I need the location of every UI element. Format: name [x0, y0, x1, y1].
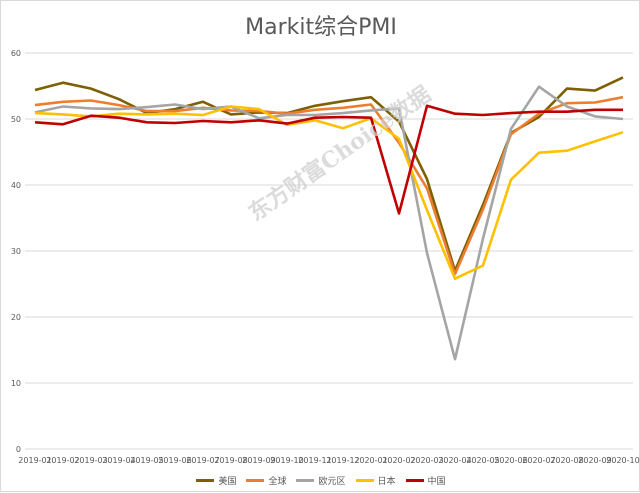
y-tick-label: 40 [11, 181, 21, 190]
y-tick-label: 20 [11, 313, 21, 322]
x-tick-label: 2019-07 [186, 456, 219, 465]
x-tick-label: 2019-08 [214, 456, 247, 465]
legend-swatch [196, 478, 215, 482]
x-tick-label: 2020-09 [578, 456, 611, 465]
x-tick-label: 2020-05 [466, 456, 499, 465]
legend-item: 中国 [405, 474, 446, 487]
x-tick-label: 2019-02 [46, 456, 79, 465]
chart-title: Markit综合PMI [245, 15, 397, 40]
y-tick-label: 50 [11, 115, 21, 124]
x-tick-label: 2020-10 [606, 456, 639, 465]
x-tick-label: 2019-01 [18, 456, 51, 465]
legend-item: 日本 [355, 474, 396, 487]
series-line [34, 104, 623, 215]
legend-label: 日本 [377, 476, 396, 487]
series-line [34, 105, 624, 280]
x-tick-label: 2020-06 [494, 456, 527, 465]
y-tick-label: 10 [11, 379, 21, 388]
y-tick-label: 30 [11, 247, 21, 256]
series-line [34, 85, 624, 361]
x-tick-label: 2019-09 [242, 456, 275, 465]
x-tick-label: 2019-04 [102, 456, 135, 465]
x-tick-label: 2019-11 [298, 456, 331, 465]
x-tick-label: 2020-01 [354, 456, 387, 465]
legend-swatch [296, 478, 315, 482]
legend-swatch [405, 478, 424, 482]
y-tick-label: 60 [11, 49, 21, 58]
x-tick-label: 2020-08 [550, 456, 583, 465]
x-tick-label: 2020-07 [522, 456, 555, 465]
x-tick-label: 2020-03 [410, 456, 443, 465]
x-tick-label: 2019-03 [74, 456, 107, 465]
legend-item: 全球 [246, 474, 286, 487]
legend: 美国 全球 欧元区 日本 中国 [1, 471, 640, 489]
legend-item: 美国 [196, 474, 236, 487]
x-tick-label: 2019-10 [270, 456, 303, 465]
legend-swatch [246, 478, 265, 482]
x-tick-label: 2019-05 [130, 456, 163, 465]
x-tick-label: 2019-06 [158, 456, 191, 465]
x-tick-label: 2019-12 [326, 456, 359, 465]
legend-label: 全球 [268, 476, 287, 487]
legend-label: 欧元区 [318, 476, 346, 487]
x-tick-label: 2020-04 [438, 456, 471, 465]
y-tick-label: 0 [16, 445, 21, 454]
x-tick-label: 2020-02 [382, 456, 415, 465]
legend-swatch [355, 478, 374, 482]
legend-label: 美国 [218, 476, 237, 487]
legend-label: 中国 [427, 476, 446, 487]
legend-item: 欧元区 [296, 474, 346, 487]
